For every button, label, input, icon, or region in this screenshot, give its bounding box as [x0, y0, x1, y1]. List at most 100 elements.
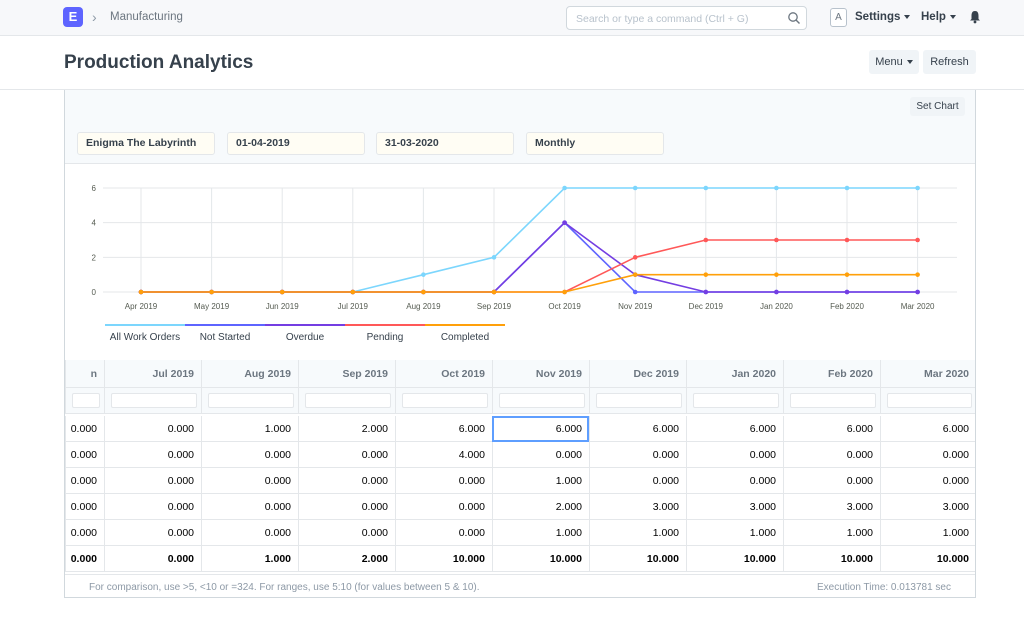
- column-filter-input[interactable]: [72, 393, 100, 408]
- column-header[interactable]: Jul 2019: [104, 360, 201, 388]
- range-filter[interactable]: Monthly: [526, 132, 664, 155]
- table-cell[interactable]: 0.000: [298, 468, 395, 494]
- page-head: Production Analytics Menu Refresh: [0, 36, 1024, 90]
- data-point: [350, 289, 356, 295]
- column-header[interactable]: Aug 2019: [201, 360, 298, 388]
- table-cell[interactable]: 4.000: [395, 442, 492, 468]
- table-cell[interactable]: 0.000: [201, 520, 298, 546]
- table-cell[interactable]: 0.000: [783, 468, 880, 494]
- column-filter-input[interactable]: [887, 393, 972, 408]
- table-cell[interactable]: 0.000: [104, 468, 201, 494]
- table-cell[interactable]: 6.000: [880, 416, 975, 442]
- table-cell[interactable]: 0.000: [880, 442, 975, 468]
- column-filter-input[interactable]: [402, 393, 488, 408]
- help-dropdown[interactable]: Help: [921, 11, 956, 23]
- table-cell[interactable]: 2.000: [492, 494, 589, 520]
- table-cell[interactable]: 0.000: [686, 468, 783, 494]
- table-cell[interactable]: 0.000: [492, 442, 589, 468]
- table-cell[interactable]: 0.000: [65, 442, 104, 468]
- table-cell[interactable]: 6.000: [492, 416, 589, 442]
- table-cell[interactable]: 3.000: [783, 494, 880, 520]
- table-cell[interactable]: 1.000: [880, 520, 975, 546]
- table-cell[interactable]: 0.000: [395, 494, 492, 520]
- column-filter-input[interactable]: [305, 393, 391, 408]
- table-cell[interactable]: 0.000: [104, 520, 201, 546]
- breadcrumb-chevron-icon: ›: [92, 9, 97, 25]
- search-input[interactable]: Search or type a command (Ctrl + G): [566, 6, 807, 30]
- x-tick-label: May 2019: [194, 302, 230, 311]
- production-chart: 0 2 4 6 Apr 2019 May 2019 Jun 2019 Jul 2019 Aug …: [92, 184, 957, 343]
- column-header[interactable]: n 2019: [65, 360, 104, 408]
- table-cell[interactable]: 0.000: [783, 442, 880, 468]
- table-cell[interactable]: 6.000: [686, 416, 783, 442]
- settings-dropdown[interactable]: Settings: [855, 11, 911, 23]
- table-cell[interactable]: 0.000: [589, 442, 686, 468]
- table-cell[interactable]: 0.000: [395, 468, 492, 494]
- column-filter-input[interactable]: [596, 393, 682, 408]
- table-cell[interactable]: 1.000: [492, 520, 589, 546]
- bell-icon[interactable]: [969, 10, 981, 24]
- column-filter-cell: [395, 388, 492, 414]
- y-tick-label: 6: [92, 184, 97, 193]
- table-cell[interactable]: 3.000: [686, 494, 783, 520]
- column-header[interactable]: Dec 2019: [589, 360, 686, 388]
- table-cell[interactable]: 3.000: [589, 494, 686, 520]
- table-cell[interactable]: 6.000: [783, 416, 880, 442]
- table-cell[interactable]: 1.000: [492, 468, 589, 494]
- column-filter-input[interactable]: [499, 393, 585, 408]
- table-cell[interactable]: 0.000: [298, 520, 395, 546]
- table-cell[interactable]: 1.000: [201, 416, 298, 442]
- table-cell[interactable]: 0.000: [395, 520, 492, 546]
- table-cell[interactable]: 0.000: [65, 520, 104, 546]
- column-header[interactable]: Sep 2019: [298, 360, 395, 388]
- table-cell[interactable]: 0.000: [104, 416, 201, 442]
- table-cell[interactable]: 1.000: [686, 520, 783, 546]
- table-cell[interactable]: 0.000: [65, 468, 104, 494]
- search-placeholder: Search or type a command (Ctrl + G): [576, 13, 749, 25]
- x-tick-label: Feb 2020: [830, 302, 864, 311]
- column-header[interactable]: Nov 2019: [492, 360, 589, 388]
- table-cell[interactable]: 0.000: [880, 468, 975, 494]
- app-logo[interactable]: E: [63, 7, 83, 27]
- table-cell[interactable]: 0.000: [104, 442, 201, 468]
- table-cell[interactable]: 0.000: [589, 468, 686, 494]
- table-cell[interactable]: 6.000: [589, 416, 686, 442]
- from-date-filter[interactable]: 01-04-2019: [227, 132, 365, 155]
- table-cell[interactable]: 0.000: [686, 442, 783, 468]
- table-cell[interactable]: 0.000: [298, 442, 395, 468]
- table-cell[interactable]: 1.000: [783, 520, 880, 546]
- table-cell[interactable]: 0.000: [201, 442, 298, 468]
- company-filter[interactable]: Enigma The Labyrinth: [77, 132, 215, 155]
- column-header[interactable]: Mar 2020: [880, 360, 975, 388]
- total-cell: 10.000: [783, 546, 880, 572]
- column-header[interactable]: Feb 2020: [783, 360, 880, 388]
- column-filter-input[interactable]: [790, 393, 876, 408]
- table-cell[interactable]: 2.000: [298, 416, 395, 442]
- set-chart-button[interactable]: Set Chart: [910, 97, 965, 116]
- table-cell[interactable]: 0.000: [298, 494, 395, 520]
- column-filter-input[interactable]: [693, 393, 779, 408]
- table-cell[interactable]: 3.000: [880, 494, 975, 520]
- data-point: [632, 272, 638, 277]
- table-cell[interactable]: 1.000: [589, 520, 686, 546]
- data-point: [844, 272, 850, 277]
- table-cell[interactable]: 0.000: [65, 416, 104, 442]
- menu-button[interactable]: Menu: [869, 50, 919, 74]
- to-date-filter[interactable]: 31-03-2020: [376, 132, 514, 155]
- legend-label: Overdue: [286, 332, 325, 343]
- table-cell[interactable]: 0.000: [201, 468, 298, 494]
- avatar[interactable]: A: [830, 8, 847, 27]
- table-cell[interactable]: 0.000: [201, 494, 298, 520]
- table-cell[interactable]: 0.000: [65, 494, 104, 520]
- column-header[interactable]: Jan 2020: [686, 360, 783, 388]
- column-filter-input[interactable]: [208, 393, 294, 408]
- table-cell[interactable]: 0.000: [104, 494, 201, 520]
- breadcrumb-manufacturing[interactable]: Manufacturing: [110, 11, 183, 23]
- column-filter-input[interactable]: [111, 393, 197, 408]
- column-header[interactable]: Oct 2019: [395, 360, 492, 388]
- x-tick-label: Jan 2020: [760, 302, 793, 311]
- table-total-row: 0.000 0.000 1.000 2.000 10.000 10.000 10.000 10…: [65, 546, 975, 572]
- refresh-button[interactable]: Refresh: [923, 50, 976, 74]
- table-cell[interactable]: 6.000: [395, 416, 492, 442]
- search-icon[interactable]: [787, 11, 801, 25]
